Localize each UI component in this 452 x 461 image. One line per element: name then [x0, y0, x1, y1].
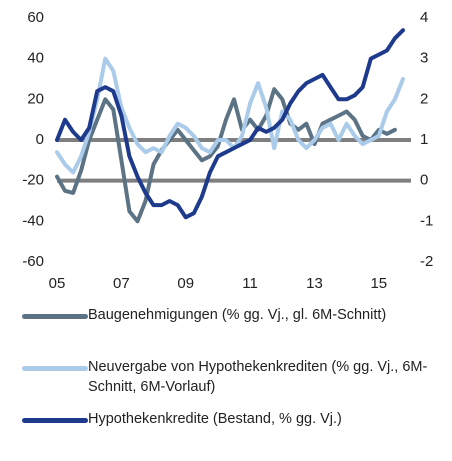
- x-tick-label: 09: [177, 275, 194, 292]
- legend-label: Hypothekenkredite (Bestand, % gg. Vj.): [88, 411, 342, 427]
- series-line: [55, 56, 405, 175]
- y-tick-label: -40: [22, 212, 44, 229]
- x-tick-label: 15: [370, 275, 387, 292]
- legend-entry: Baugenehmigungen (% gg. Vj., gl. 6M-Schn…: [0, 305, 452, 357]
- y-tick-label: 0: [36, 131, 44, 148]
- x-tick-label: 13: [306, 275, 323, 292]
- y-tick-label: -60: [22, 253, 44, 270]
- series-line: [55, 28, 405, 220]
- legend-swatch: [22, 418, 88, 423]
- y-tick-label: 60: [27, 9, 44, 26]
- legend-label: Baugenehmigungen (% gg. Vj., gl. 6M-Schn…: [88, 307, 387, 323]
- page: {"chart_data": {"type": "line", "x": [20…: [22, 8, 434, 427]
- y2-tick-label: 2: [420, 90, 428, 107]
- y2-tick-label: 4: [420, 9, 428, 26]
- y2-tick-label: 1: [420, 131, 428, 148]
- chart: -60 -40 -20 0 20 40 60 -2 -1 0 1 2 3 4 05 07 09 11 13 15: [22, 9, 433, 292]
- y-tick-label: -20: [22, 172, 44, 189]
- legend-entry: Neuvergabe von Hypothekenkrediten (% gg.…: [0, 357, 452, 409]
- legend-swatch: [22, 366, 88, 371]
- y2-tick-label: 3: [420, 50, 428, 67]
- y-tick-label: 20: [27, 90, 44, 107]
- legend-swatch: [22, 314, 88, 319]
- y-tick-label: 40: [27, 50, 44, 67]
- y2-tick-label: -2: [420, 253, 433, 270]
- x-tick-label: 11: [242, 275, 258, 292]
- y2-tick-label: 0: [420, 172, 428, 189]
- legend-label: Neuvergabe von Hypothekenkrediten (% gg.…: [88, 359, 428, 395]
- x-tick-label: 05: [49, 275, 66, 292]
- series-line: [55, 87, 397, 224]
- legend-entry: Hypothekenkredite (Bestand, % gg. Vj.): [0, 409, 452, 461]
- y2-tick-label: -1: [420, 212, 433, 229]
- x-tick-label: 07: [113, 275, 130, 292]
- legend: Baugenehmigungen (% gg. Vj., gl. 6M-Schn…: [0, 305, 452, 461]
